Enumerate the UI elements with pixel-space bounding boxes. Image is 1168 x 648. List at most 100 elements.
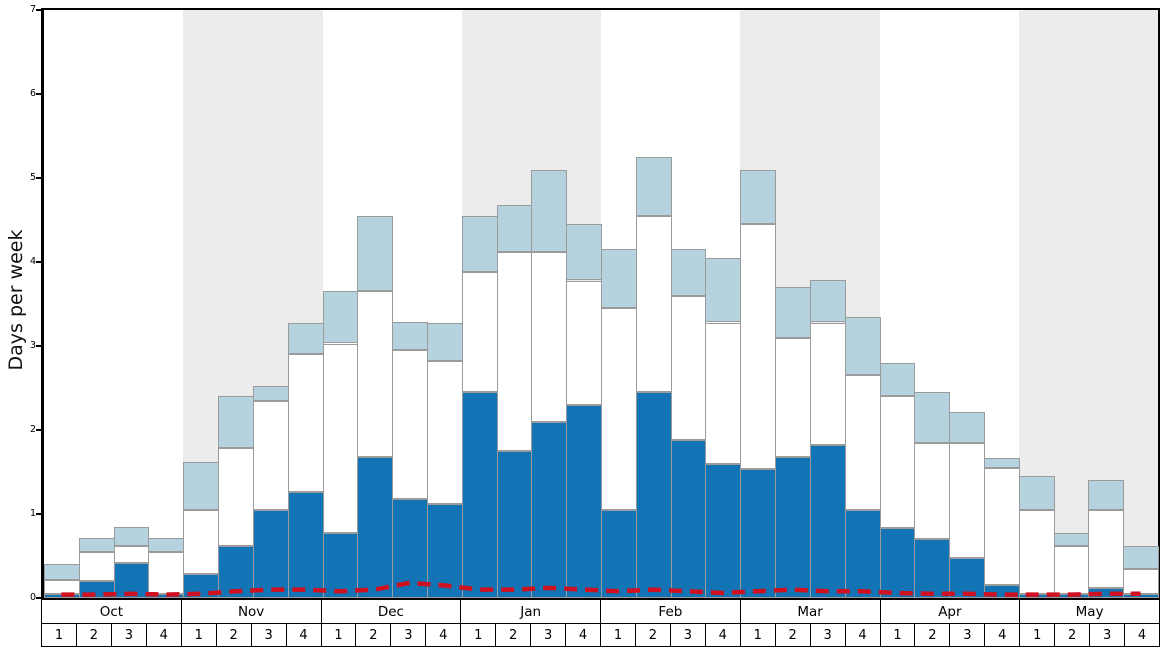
bar-segment-white (914, 442, 951, 540)
bar-segment-white (113, 545, 150, 563)
week-label-nov-2: 2 (215, 624, 251, 646)
bar-segment-light-blue (844, 316, 881, 376)
month-label-mar: Mar (739, 600, 880, 623)
bar-segment-white (1053, 545, 1090, 594)
y-tick-mark-1 (36, 513, 41, 515)
bar-segment-dark-blue (1018, 593, 1055, 598)
y-tick-label-1: 1 (29, 508, 36, 519)
week-label-nov-4: 4 (285, 624, 321, 646)
bar-segment-light-blue (287, 322, 324, 355)
bar-segment-dark-blue (392, 498, 428, 598)
week-label-nov-1: 1 (180, 624, 216, 646)
bar-segment-white (983, 467, 1020, 586)
bar-segment-light-blue (601, 249, 637, 309)
bar-segment-dark-blue (1053, 593, 1090, 598)
bar-segment-dark-blue (566, 404, 602, 598)
bar-segment-dark-blue (809, 445, 846, 598)
bar-segment-dark-blue (78, 581, 115, 598)
bar-segment-light-blue (566, 224, 602, 281)
bar-segment-light-blue (879, 362, 916, 397)
week-label-jan-3: 3 (530, 624, 565, 646)
bar-segment-light-blue (426, 322, 463, 362)
bar-segment-dark-blue (705, 463, 742, 598)
bar-segment-light-blue (670, 249, 707, 296)
bar-segment-white (496, 251, 533, 451)
week-label-nov-3: 3 (250, 624, 286, 646)
bar-segment-dark-blue (983, 585, 1020, 598)
bar-segment-light-blue (1123, 545, 1159, 569)
bar-segment-dark-blue (426, 503, 463, 598)
month-label-may: May (1019, 600, 1159, 623)
bar-segment-white (740, 224, 777, 470)
bar-segment-white (426, 361, 463, 504)
bar-segment-white (44, 579, 80, 594)
bar-segment-dark-blue (183, 574, 220, 598)
y-tick-mark-5 (36, 177, 41, 179)
bar-segment-light-blue (148, 537, 185, 552)
week-label-apr-1: 1 (879, 624, 915, 646)
bar-segment-light-blue (705, 257, 742, 323)
bar-segment-white (218, 448, 254, 546)
week-label-apr-2: 2 (914, 624, 949, 646)
bar-segment-white (78, 551, 115, 582)
bar-segment-white (601, 308, 637, 510)
bar-segment-white (287, 354, 324, 493)
bar-segment-dark-blue (461, 392, 498, 598)
bar-segment-dark-blue (252, 509, 289, 598)
month-label-jan: Jan (460, 600, 600, 623)
week-label-dec-1: 1 (320, 624, 356, 646)
month-label-oct: Oct (99, 603, 124, 620)
y-tick-label-2: 2 (29, 424, 36, 435)
y-tick-mark-0 (36, 597, 41, 599)
bar-segment-light-blue (1088, 480, 1125, 510)
bar-segment-light-blue (183, 461, 220, 510)
bar-segment-white (775, 337, 811, 457)
bar-segment-dark-blue (496, 451, 533, 598)
bar-segment-dark-blue (531, 421, 568, 598)
week-label-oct-4: 4 (145, 624, 181, 646)
week-label-jan-1: 1 (460, 624, 495, 646)
week-label-may-4: 4 (1124, 624, 1159, 646)
bar-segment-white (148, 551, 185, 594)
bar-segment-white (809, 322, 846, 446)
y-tick-label-7: 7 (29, 4, 36, 15)
bar-segment-light-blue (44, 564, 80, 580)
bar-segment-dark-blue (879, 528, 916, 598)
plot-area (41, 8, 1160, 600)
bar-segment-light-blue (461, 215, 498, 273)
bar-segment-white (1088, 509, 1125, 588)
month-axis: Oct Nov Dec Jan Feb Mar Apr May (41, 600, 1160, 624)
y-tick-label-0: 0 (29, 592, 36, 603)
bar-segment-light-blue (218, 396, 254, 449)
bar-segment-dark-blue (148, 593, 185, 598)
bar-segment-white (949, 442, 985, 558)
bar-segment-dark-blue (740, 469, 777, 598)
bar-segment-light-blue (531, 169, 568, 252)
bar-segment-white (566, 280, 602, 405)
bar-segment-white (357, 291, 394, 457)
bar-segment-dark-blue (322, 533, 359, 598)
bar-segment-dark-blue (949, 557, 985, 598)
bar-segment-light-blue (1018, 476, 1055, 510)
week-label-feb-1: 1 (600, 624, 635, 646)
month-label-dec: Dec (320, 600, 461, 623)
bar-segment-dark-blue (914, 539, 951, 598)
bar-segment-dark-blue (601, 509, 637, 598)
bar-segment-white (252, 400, 289, 510)
week-label-jan-4: 4 (565, 624, 600, 646)
bar-segment-light-blue (322, 291, 359, 344)
bar-segment-dark-blue (357, 456, 394, 598)
bar-segment-dark-blue (844, 509, 881, 598)
week-label-may-1: 1 (1019, 624, 1054, 646)
bar-segment-light-blue (775, 287, 811, 338)
week-label-apr-3: 3 (949, 624, 984, 646)
month-label-nov: Nov (180, 600, 321, 623)
y-tick-label-5: 5 (29, 172, 36, 183)
month-label-apr: Apr (879, 600, 1020, 623)
bar-segment-light-blue (392, 322, 428, 351)
week-label-oct-1: 1 (54, 627, 64, 643)
week-label-feb-4: 4 (704, 624, 740, 646)
y-tick-label-4: 4 (29, 256, 36, 267)
